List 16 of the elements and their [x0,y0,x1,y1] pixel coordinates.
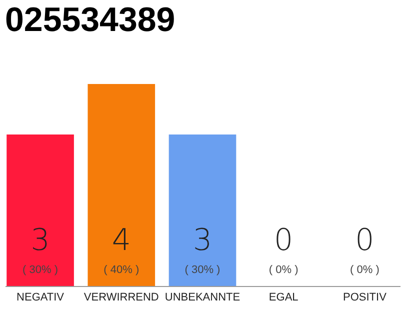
x-tick-label: EGAL [268,292,298,304]
annotation: ( 30% ) [22,264,58,276]
x-tick-label: UNBEKANNTE [164,292,240,304]
annotation: ( 0% ) [350,264,380,276]
x-tick-label: POSITIV [343,292,388,304]
data-label: 3 [192,223,212,258]
annotation: ( 0% ) [268,264,298,276]
annotation: ( 30% ) [184,264,220,276]
x-tick-label: NEGATIV [16,292,65,304]
data-label: 3 [30,223,50,258]
data-label: 0 [355,223,374,258]
data-label: 0 [274,223,294,258]
annotation: ( 40% ) [104,264,140,276]
data-label: 4 [112,223,131,258]
chart-title: 025534389 [5,1,176,39]
x-tick-label: VERWIRREND [84,292,159,304]
